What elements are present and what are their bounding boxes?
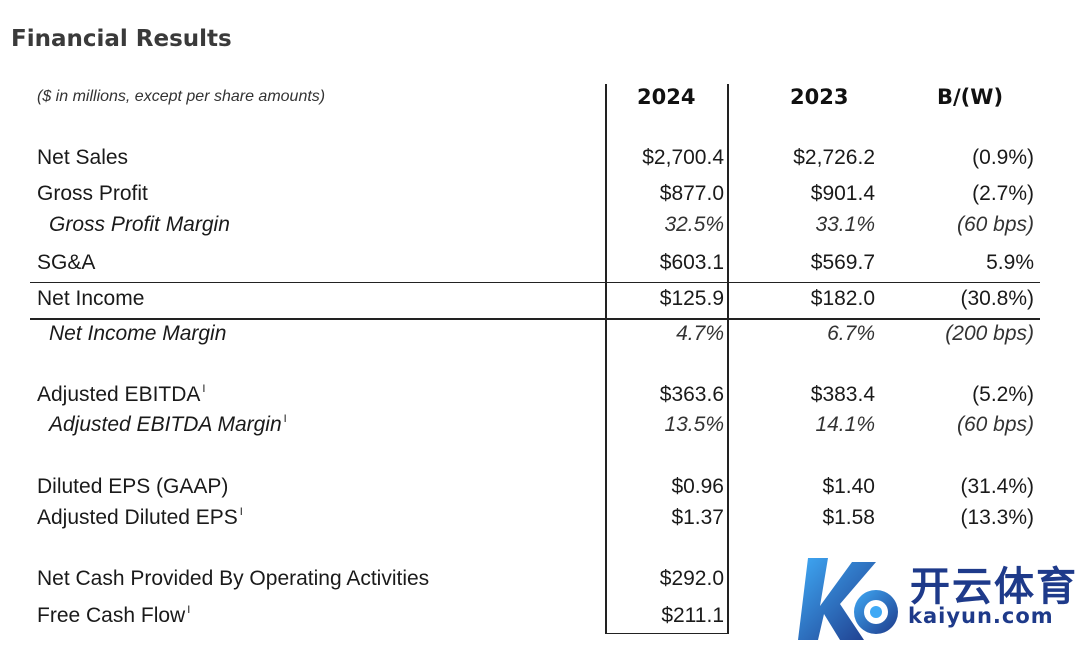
value-change: (0.9%) bbox=[972, 146, 1034, 169]
watermark-text: 开云体育 bbox=[910, 564, 1078, 610]
value-2024: $125.9 bbox=[659, 287, 724, 310]
value-2024: $603.1 bbox=[659, 251, 724, 274]
footnote-mark: I bbox=[187, 604, 191, 616]
value-2023: $383.4 bbox=[810, 383, 875, 406]
row-label: Net Sales bbox=[37, 146, 129, 169]
footnote-mark: I bbox=[239, 506, 243, 518]
table-row: Free Cash Flow I $211.1 bbox=[0, 604, 1080, 634]
row-label: Adjusted Diluted EPS I bbox=[37, 506, 243, 529]
row-label: SG&A bbox=[37, 251, 96, 274]
value-2023: 6.7% bbox=[827, 322, 875, 345]
value-2024: $0.96 bbox=[671, 475, 724, 498]
value-change: (13.3%) bbox=[960, 506, 1034, 529]
value-change: (5.2%) bbox=[972, 383, 1034, 406]
table-row: Net Sales $2,700.4 $2,726.2 (0.9%) bbox=[0, 146, 1080, 176]
value-2024: $211.1 bbox=[661, 604, 724, 627]
rule-below-net-income bbox=[30, 318, 1040, 321]
header-2024: 2024 bbox=[637, 85, 696, 109]
table-row: Net Income Margin 4.7% 6.7% (200 bps) bbox=[0, 322, 1080, 352]
table-row: Adjusted EBITDA Margin I 13.5% 14.1% (60 … bbox=[0, 413, 1080, 443]
table-row: Adjusted Diluted EPS I $1.37 $1.58 (13.3%… bbox=[0, 506, 1080, 536]
value-change: (200 bps) bbox=[945, 322, 1034, 345]
value-2023: $182.0 bbox=[810, 287, 875, 310]
footnote-mark: I bbox=[283, 413, 287, 425]
value-2023: 33.1% bbox=[815, 213, 875, 236]
value-2023: $901.4 bbox=[810, 182, 875, 205]
value-change: 5.9% bbox=[986, 251, 1034, 274]
col-2024-left-rule bbox=[605, 84, 607, 634]
value-2024: $292.0 bbox=[659, 567, 724, 590]
table-row: Diluted EPS (GAAP) $0.96 $1.40 (31.4%) bbox=[0, 475, 1080, 505]
value-change: (2.7%) bbox=[972, 182, 1034, 205]
value-2023: 14.1% bbox=[815, 413, 875, 436]
watermark: 开云体育 kaiyun.com bbox=[790, 548, 1080, 649]
value-2024: $2,700.4 bbox=[642, 146, 724, 169]
header-2023: 2023 bbox=[790, 85, 849, 109]
footnote-mark: I bbox=[202, 383, 206, 395]
value-2023: $2,726.2 bbox=[793, 146, 875, 169]
col-2024-bottom-rule bbox=[605, 633, 729, 635]
row-label: Net Income bbox=[37, 287, 145, 310]
row-label: Diluted EPS (GAAP) bbox=[37, 475, 229, 498]
value-2024: $877.0 bbox=[659, 182, 724, 205]
value-2023: $569.7 bbox=[810, 251, 875, 274]
row-label: Free Cash Flow I bbox=[37, 604, 191, 627]
value-change: (31.4%) bbox=[960, 475, 1034, 498]
row-label: Gross Profit Margin bbox=[49, 213, 230, 236]
value-2024: $363.6 bbox=[659, 383, 724, 406]
table-row: SG&A $603.1 $569.7 5.9% bbox=[0, 251, 1080, 281]
table-row: Gross Profit $877.0 $901.4 (2.7%) bbox=[0, 182, 1080, 212]
value-2024: 32.5% bbox=[664, 213, 724, 236]
value-2024: 13.5% bbox=[664, 413, 724, 436]
value-change: (60 bps) bbox=[956, 213, 1034, 236]
watermark-subtext: kaiyun.com bbox=[908, 604, 1054, 628]
value-2024: 4.7% bbox=[676, 322, 724, 345]
value-2024: $1.37 bbox=[671, 506, 724, 529]
value-2023: $1.40 bbox=[822, 475, 875, 498]
table-row: Net Income $125.9 $182.0 (30.8%) bbox=[0, 287, 1080, 317]
table-row: Adjusted EBITDA I $363.6 $383.4 (5.2%) bbox=[0, 383, 1080, 413]
page-title: Financial Results bbox=[11, 26, 232, 52]
watermark-logo-icon bbox=[790, 548, 910, 649]
table-row: Gross Profit Margin 32.5% 33.1% (60 bps) bbox=[0, 213, 1080, 243]
units-note: ($ in millions, except per share amounts… bbox=[37, 88, 326, 105]
header-change: B/(W) bbox=[937, 85, 1004, 109]
rule-above-net-income bbox=[30, 282, 1040, 284]
value-2023: $1.58 bbox=[822, 506, 875, 529]
row-label: Net Income Margin bbox=[49, 322, 227, 345]
row-label: Gross Profit bbox=[37, 182, 148, 205]
value-change: (30.8%) bbox=[960, 287, 1034, 310]
col-2024-right-rule bbox=[727, 84, 729, 634]
row-label: Net Cash Provided By Operating Activitie… bbox=[37, 567, 430, 590]
table-row: Net Cash Provided By Operating Activitie… bbox=[0, 567, 1080, 597]
row-label: Adjusted EBITDA Margin I bbox=[49, 413, 287, 436]
row-label: Adjusted EBITDA I bbox=[37, 383, 206, 406]
value-change: (60 bps) bbox=[956, 413, 1034, 436]
